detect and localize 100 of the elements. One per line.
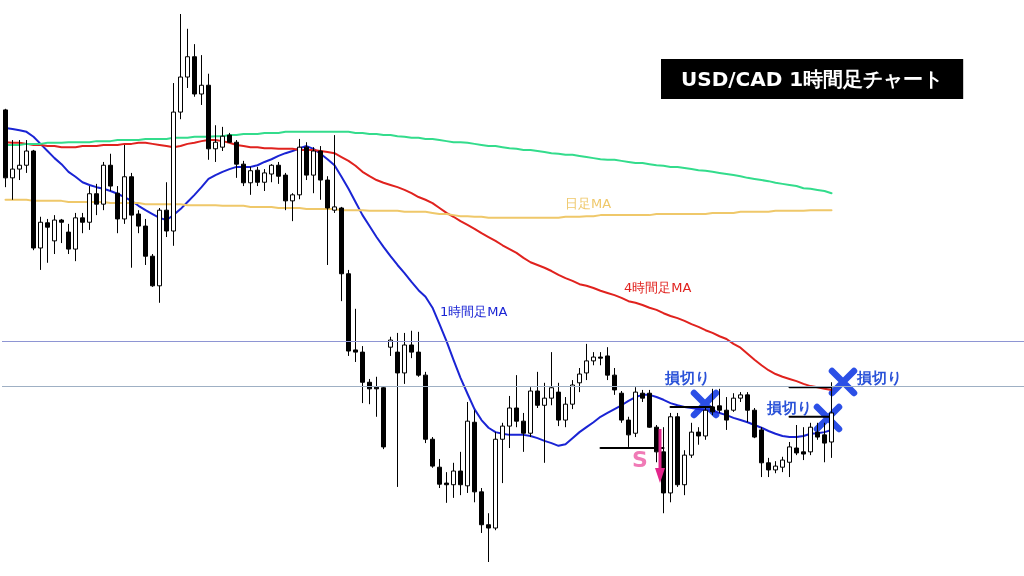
series-label: 日足MA bbox=[565, 196, 612, 211]
candlestick bbox=[52, 214, 57, 255]
candlestick bbox=[773, 460, 778, 474]
candlestick bbox=[115, 185, 120, 234]
candlestick bbox=[521, 412, 526, 453]
candlestick bbox=[206, 73, 211, 161]
candlestick bbox=[458, 451, 463, 496]
candlestick bbox=[696, 426, 701, 446]
candlestick bbox=[619, 390, 624, 424]
candlestick bbox=[101, 161, 106, 211]
candlestick bbox=[689, 422, 694, 459]
candlestick bbox=[129, 172, 134, 269]
candlestick bbox=[3, 108, 8, 188]
candlestick bbox=[66, 223, 71, 255]
candlestick bbox=[339, 206, 344, 302]
candlestick bbox=[801, 426, 806, 461]
series-label: 1時間足MA bbox=[440, 304, 508, 319]
candlestick bbox=[311, 146, 316, 194]
candlestick bbox=[717, 388, 722, 414]
candlestick bbox=[815, 422, 820, 441]
candlestick bbox=[38, 216, 43, 271]
candlestick bbox=[346, 269, 351, 357]
candlestick bbox=[738, 391, 743, 403]
candlestick bbox=[563, 396, 568, 428]
candlestick bbox=[94, 183, 99, 216]
candlestick bbox=[255, 166, 260, 187]
candlestick bbox=[171, 82, 176, 247]
candlestick bbox=[213, 124, 218, 163]
candlestick bbox=[507, 395, 512, 449]
candlestick bbox=[556, 382, 561, 427]
candlestick bbox=[227, 132, 232, 144]
candlestick bbox=[486, 512, 491, 563]
candlestick bbox=[17, 139, 22, 181]
candlestick bbox=[304, 141, 309, 181]
candlestick bbox=[479, 487, 484, 534]
candlestick bbox=[73, 212, 78, 262]
candlestick bbox=[430, 436, 435, 469]
candlestick bbox=[234, 139, 239, 179]
candlestick bbox=[570, 379, 575, 410]
candlestick bbox=[584, 343, 589, 381]
candlestick bbox=[283, 172, 288, 211]
candlestick bbox=[87, 185, 92, 231]
candlestick bbox=[24, 139, 29, 174]
candlestick bbox=[395, 332, 400, 488]
candlestick bbox=[794, 424, 799, 456]
candlestick bbox=[262, 168, 267, 192]
candlestick bbox=[178, 13, 183, 120]
candlestick bbox=[220, 126, 225, 152]
candlestick bbox=[192, 43, 197, 98]
candlestick bbox=[668, 412, 673, 503]
candlestick bbox=[318, 145, 323, 201]
candlestick bbox=[388, 336, 393, 357]
candlestick bbox=[444, 471, 449, 504]
candlestick bbox=[416, 331, 421, 378]
candlestick bbox=[598, 351, 603, 366]
candlestick bbox=[199, 54, 204, 106]
candlestick bbox=[248, 166, 253, 196]
candlestick bbox=[577, 367, 582, 393]
text: 損切り bbox=[856, 369, 902, 386]
candlestick bbox=[780, 456, 785, 473]
candlestick bbox=[269, 163, 274, 183]
candlestick bbox=[241, 160, 246, 187]
candlestick bbox=[745, 391, 750, 423]
candlestick bbox=[472, 409, 477, 503]
candlestick bbox=[360, 345, 365, 404]
candlestick bbox=[752, 407, 757, 439]
candlestick bbox=[633, 386, 638, 438]
candlestick bbox=[423, 371, 428, 444]
candlestick bbox=[682, 449, 687, 496]
candlestick bbox=[108, 153, 113, 192]
series-label: 4時間足MA bbox=[624, 280, 692, 295]
candlestick bbox=[150, 253, 155, 288]
candlestick bbox=[374, 376, 379, 418]
candlestick bbox=[45, 218, 50, 264]
candlestick bbox=[325, 175, 330, 266]
candlestick bbox=[402, 332, 407, 385]
candlestick bbox=[675, 412, 680, 488]
candlestick bbox=[290, 192, 295, 222]
candlestick bbox=[164, 181, 169, 238]
candlestick bbox=[122, 144, 127, 225]
annotation: 損切り bbox=[766, 399, 812, 416]
candlestick bbox=[31, 149, 36, 251]
candlestick bbox=[822, 422, 827, 463]
candlestick bbox=[143, 218, 148, 266]
candlestick bbox=[493, 431, 498, 531]
candlestick bbox=[437, 458, 442, 489]
candlestick bbox=[276, 161, 281, 185]
candlestick bbox=[528, 386, 533, 438]
candlestick bbox=[465, 401, 470, 494]
candlestick bbox=[766, 457, 771, 478]
candlestick bbox=[514, 374, 519, 428]
candlestick bbox=[647, 389, 652, 429]
candlestick bbox=[605, 346, 610, 381]
candlestick bbox=[367, 378, 372, 405]
candlestick bbox=[612, 367, 617, 396]
candlestick bbox=[542, 382, 547, 464]
candlestick bbox=[353, 308, 358, 363]
candlestick bbox=[500, 422, 505, 484]
candlestick bbox=[157, 207, 162, 304]
candlestick bbox=[451, 462, 456, 499]
